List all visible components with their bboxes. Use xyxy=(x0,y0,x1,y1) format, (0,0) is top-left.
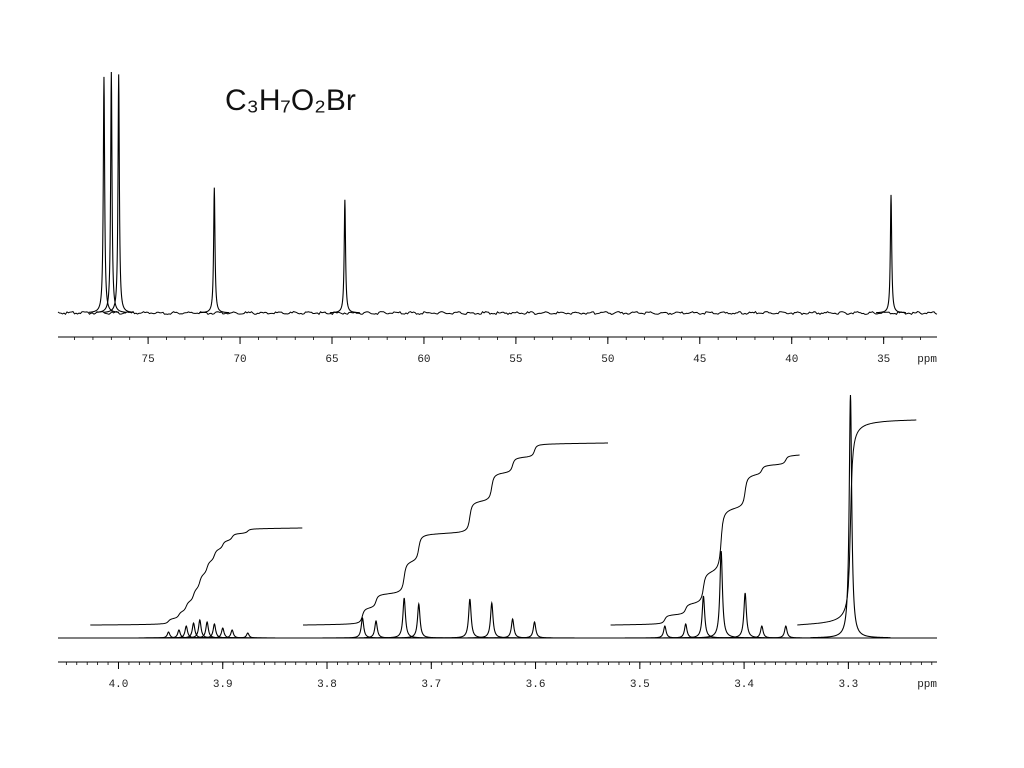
peak xyxy=(721,625,802,639)
peak xyxy=(322,616,403,639)
x-tick-label: 35 xyxy=(877,354,890,366)
peak xyxy=(88,76,120,313)
peak xyxy=(663,595,744,639)
peak xyxy=(159,618,240,639)
x-tick-label: 70 xyxy=(233,354,246,366)
peak xyxy=(681,550,762,639)
x-tick-label: 4.0 xyxy=(109,679,129,691)
x-tick-label: 3.9 xyxy=(213,679,233,691)
peak xyxy=(378,601,459,639)
peak xyxy=(645,622,726,639)
peak xyxy=(329,199,360,314)
peak xyxy=(364,597,445,639)
x-tick-label: 75 xyxy=(142,354,155,366)
peak xyxy=(810,394,891,639)
x-tick-label: 3.4 xyxy=(734,679,754,691)
integral-curve xyxy=(302,442,609,626)
chart-title: C₃H₇O₂Br xyxy=(225,84,356,117)
x-tick-label: 3.5 xyxy=(630,679,650,691)
x-tick-label: 3.7 xyxy=(421,679,441,691)
integral-curve xyxy=(610,454,800,626)
peak xyxy=(429,598,510,639)
peak xyxy=(207,632,288,639)
x-axis-label: ppm xyxy=(917,354,937,366)
x-tick-label: 40 xyxy=(785,354,798,366)
x-axis-label: ppm xyxy=(917,679,937,691)
x-tick-label: 45 xyxy=(693,354,706,366)
peak xyxy=(451,600,532,639)
x-tick-label: 60 xyxy=(417,354,430,366)
peak xyxy=(705,592,786,639)
peak xyxy=(472,617,553,639)
integral-curve xyxy=(90,527,303,626)
peak xyxy=(96,71,127,313)
x-tick-label: 50 xyxy=(601,354,614,366)
x-tick-label: 3.3 xyxy=(838,679,858,691)
peak xyxy=(875,194,907,314)
peak xyxy=(624,625,705,639)
integral-curve xyxy=(797,419,917,626)
peak xyxy=(103,74,134,313)
baseline xyxy=(57,310,938,316)
x-tick-label: 3.8 xyxy=(317,679,337,691)
x-tick-label: 65 xyxy=(325,354,338,366)
peak xyxy=(199,187,230,314)
x-tick-label: 55 xyxy=(509,354,522,366)
peak xyxy=(494,620,575,639)
peak xyxy=(146,625,227,639)
x-tick-label: 3.6 xyxy=(526,679,546,691)
